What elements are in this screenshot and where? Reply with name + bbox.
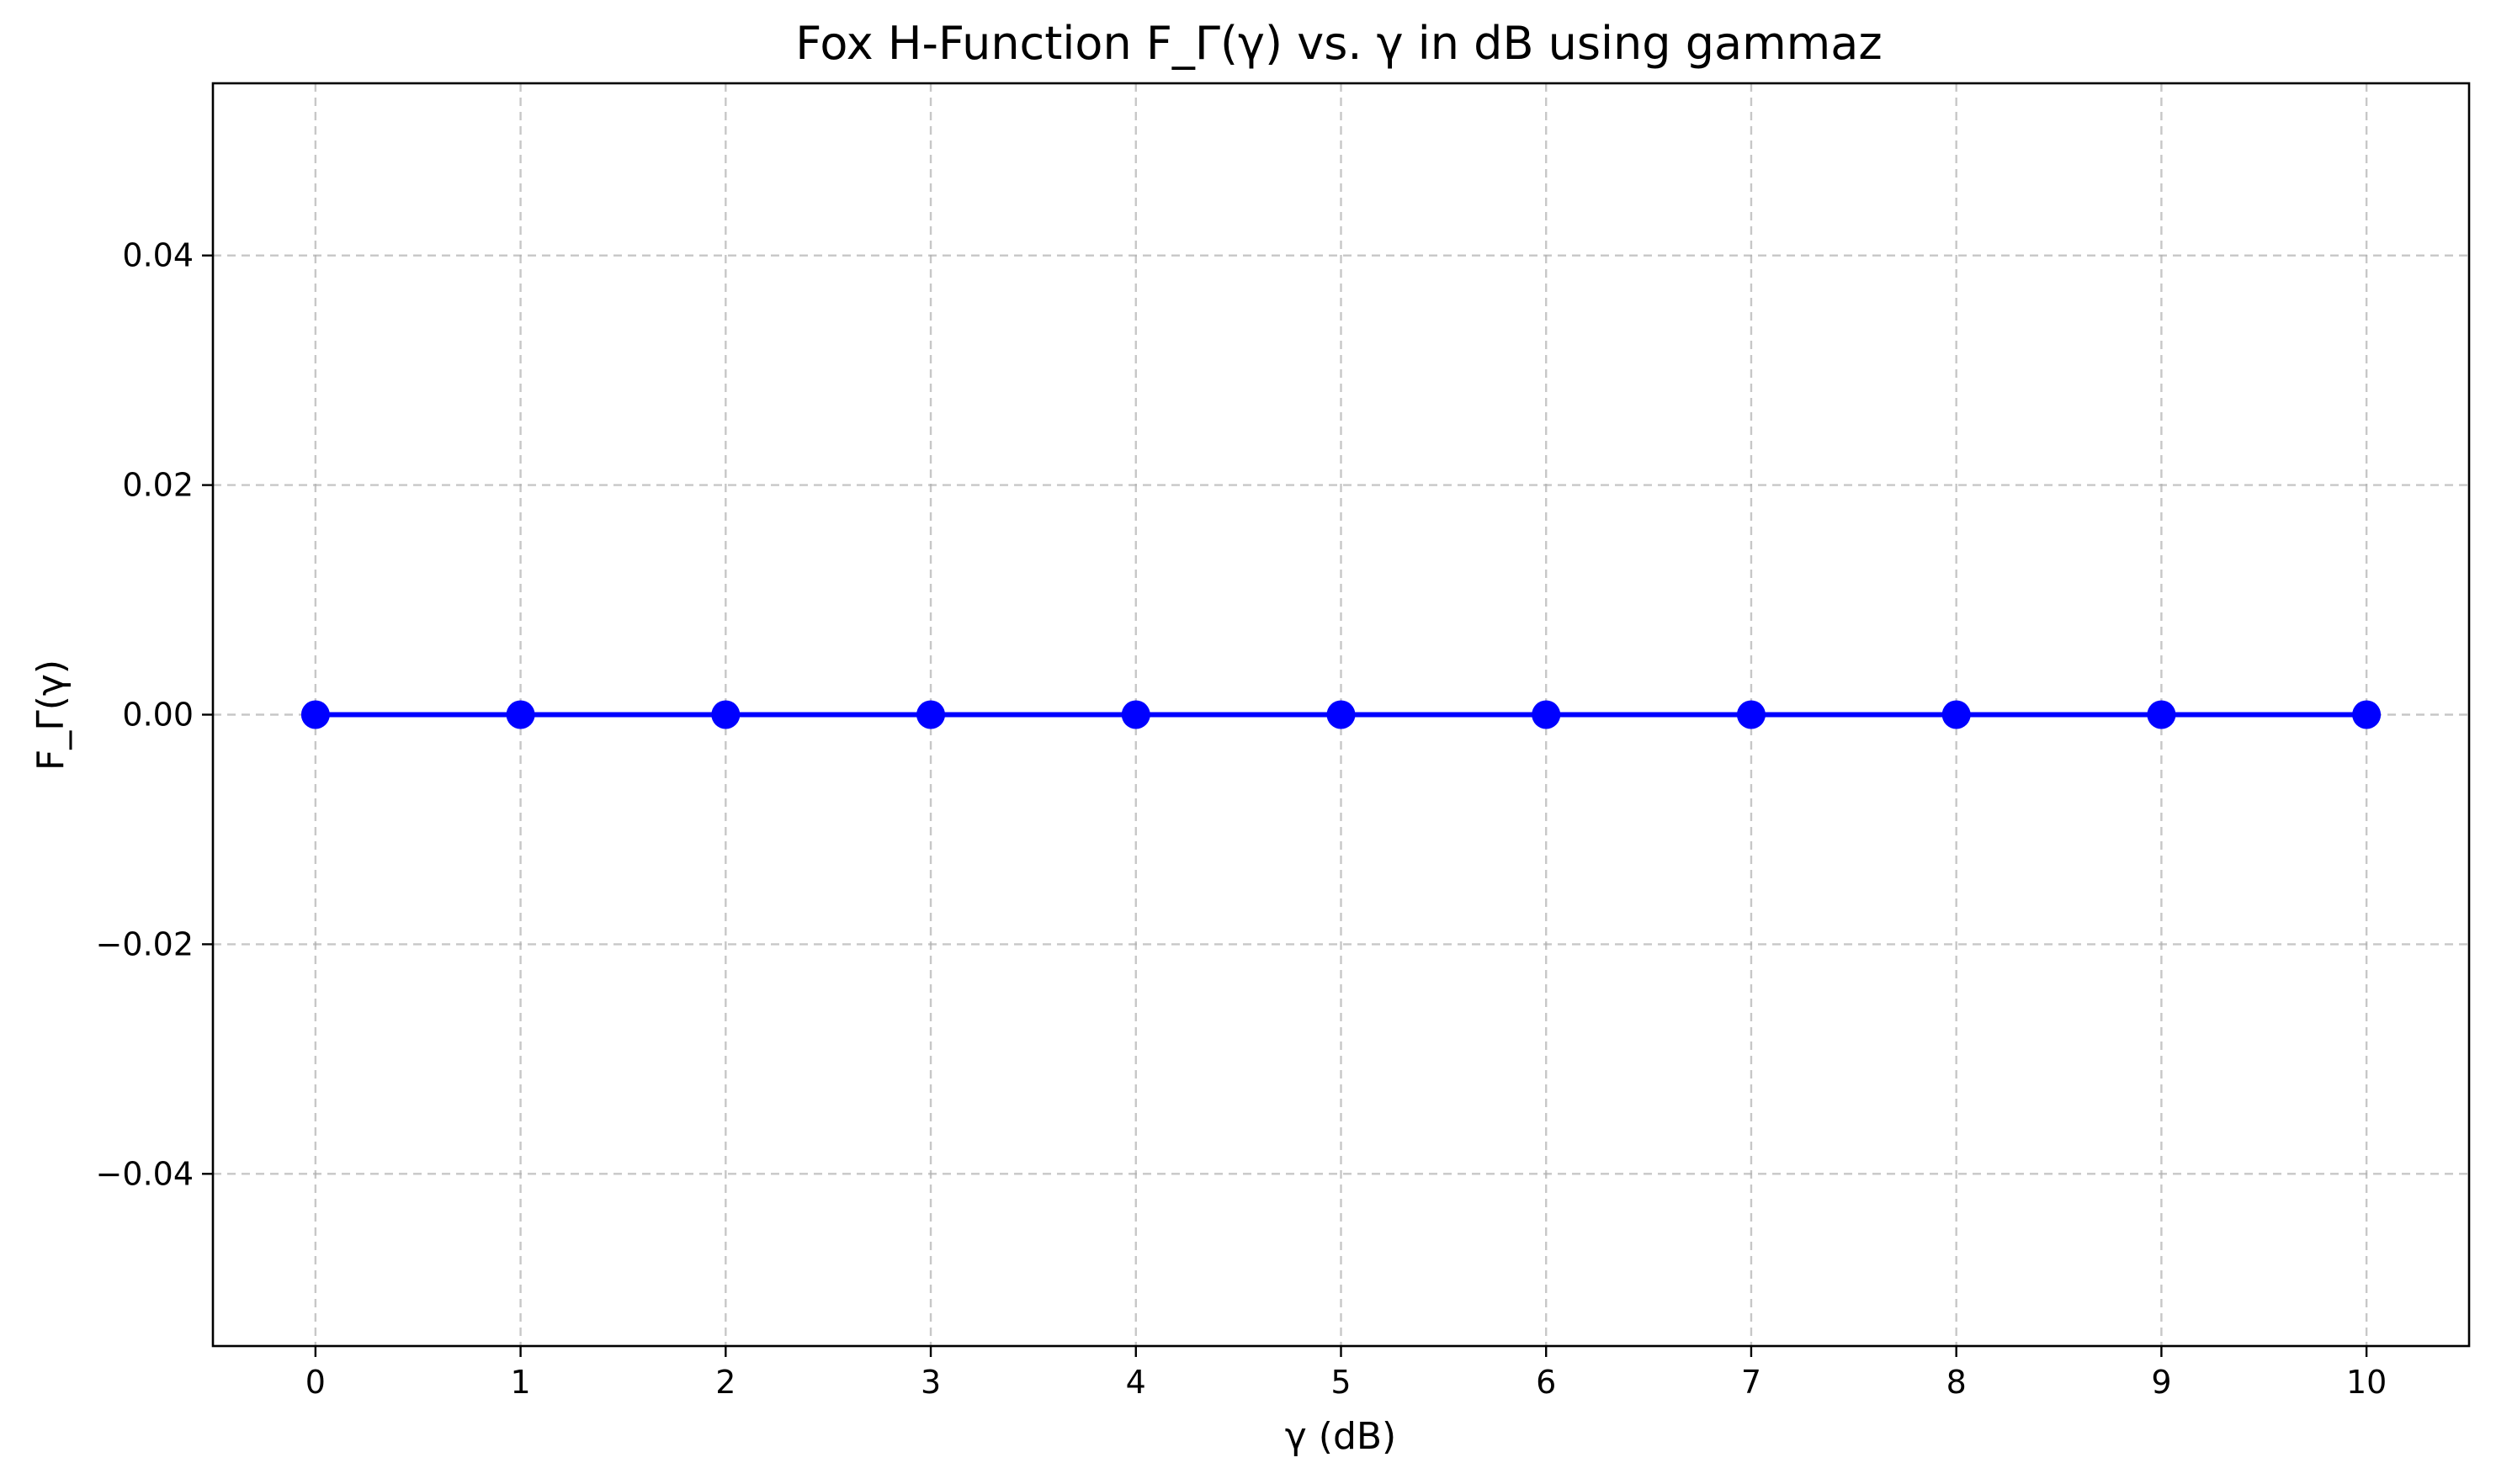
x-tick-label: 9 (2151, 1364, 2171, 1401)
x-tick-label: 10 (2346, 1364, 2387, 1401)
data-point (2147, 700, 2176, 729)
y-tick-label: −0.04 (96, 1155, 194, 1192)
series-layer (300, 700, 2382, 729)
x-tick-label: 6 (1536, 1364, 1556, 1401)
x-tick-label: 3 (921, 1364, 941, 1401)
y-tick-label: −0.02 (96, 925, 194, 962)
chart-title: Fox H-Function F_Γ(γ) vs. γ in dB using … (795, 17, 1882, 70)
x-axis-label: γ (dB) (1285, 1415, 1396, 1458)
x-tick-label: 8 (1946, 1364, 1967, 1401)
y-axis-label: F_Γ(γ) (29, 660, 72, 771)
data-point (711, 700, 741, 729)
x-axis: 0 1 2 3 4 5 6 7 8 9 10 (305, 1346, 2387, 1401)
y-tick-label: 0.02 (122, 467, 194, 504)
x-tick-label: 7 (1741, 1364, 1761, 1401)
x-tick-label: 0 (305, 1364, 326, 1401)
x-tick-label: 1 (510, 1364, 530, 1401)
data-point (1121, 700, 1150, 729)
data-point (916, 700, 946, 729)
x-tick-label: 2 (715, 1364, 736, 1401)
y-tick-label: 0.04 (122, 237, 194, 274)
x-tick-label: 5 (1330, 1364, 1351, 1401)
data-point (1941, 700, 1971, 729)
data-point (1736, 700, 1766, 729)
y-axis: −0.04 −0.02 0.00 0.02 0.04 (96, 237, 213, 1192)
data-point (2352, 700, 2382, 729)
data-point (506, 700, 535, 729)
data-point (1532, 700, 1561, 729)
y-tick-label: 0.00 (122, 697, 194, 734)
data-point (1326, 700, 1356, 729)
x-tick-label: 4 (1126, 1364, 1146, 1401)
data-point (300, 700, 330, 729)
